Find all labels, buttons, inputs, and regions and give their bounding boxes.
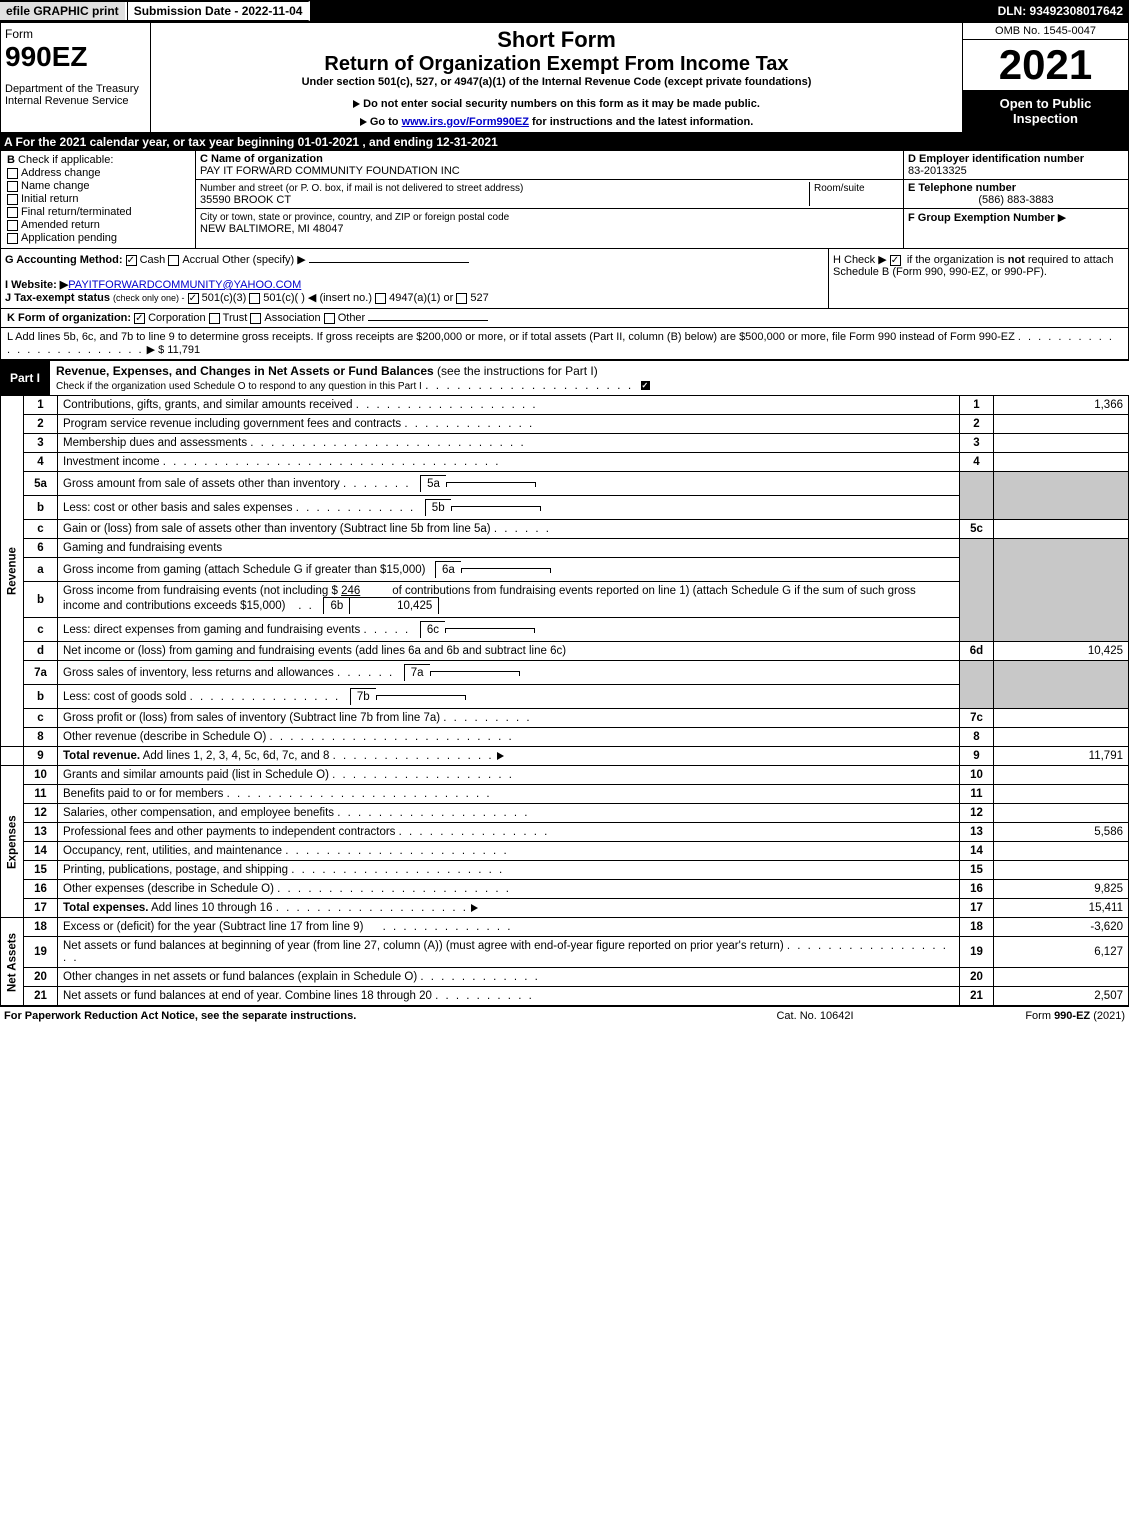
line-ref: 1 — [960, 396, 994, 415]
checkbox-association[interactable] — [250, 313, 261, 324]
f-label: F Group Exemption Number — [908, 212, 1055, 224]
catalog-number: Cat. No. 10642I — [705, 1010, 925, 1022]
form-number: 990EZ — [5, 41, 146, 73]
f-arrow: ▶ — [1058, 212, 1066, 224]
arrow-icon — [360, 118, 367, 126]
section-k: K Form of organization: Corporation Trus… — [0, 309, 1129, 328]
goto-pre: Go to — [370, 116, 402, 128]
c-city-label: City or town, state or province, country… — [200, 212, 509, 223]
part-title: Revenue, Expenses, and Changes in Net As… — [50, 360, 1129, 395]
c-name-label: C Name of organization — [200, 153, 323, 165]
l-amount: 11,791 — [167, 344, 200, 356]
checkbox-amended-return[interactable]: Amended return — [7, 219, 189, 231]
section-d-e-f: D Employer identification number 83-2013… — [903, 151, 1128, 248]
checkbox-application-pending[interactable]: Application pending — [7, 232, 189, 244]
omb-number: OMB No. 1545-0047 — [963, 23, 1128, 40]
checkbox-501c3[interactable] — [188, 293, 199, 304]
tax-year: 2021 — [963, 40, 1128, 90]
checkbox-other-org[interactable] — [324, 313, 335, 324]
line-amount: 1,366 — [994, 396, 1129, 415]
org-address: 35590 BROOK CT — [200, 194, 291, 206]
header-right: OMB No. 1545-0047 2021 Open to Public In… — [963, 23, 1128, 132]
section-g: G Accounting Method: Cash Accrual Other … — [1, 249, 828, 308]
title-return: Return of Organization Exempt From Incom… — [155, 53, 958, 76]
dept-line1: Department of the Treasury — [5, 83, 146, 95]
org-city: NEW BALTIMORE, MI 48047 — [200, 223, 343, 235]
open-to-public: Open to Public Inspection — [963, 90, 1128, 132]
paperwork-notice: For Paperwork Reduction Act Notice, see … — [4, 1010, 705, 1022]
checkbox-accrual[interactable] — [168, 255, 179, 266]
section-b: B Check if applicable: Address change Na… — [1, 151, 196, 248]
expenses-side-label: Expenses — [1, 766, 24, 918]
goto-line: Go to www.irs.gov/Form990EZ for instruct… — [155, 116, 958, 128]
website-link[interactable]: PAYITFORWARDCOMMUNITY@YAHOO.COM — [68, 279, 301, 291]
subline-label: 5a — [420, 475, 446, 492]
l-arrow: ▶ $ — [147, 344, 165, 356]
section-b-row: B Check if applicable: Address change Na… — [0, 151, 1129, 249]
form-word: Form — [5, 27, 146, 41]
submission-date: Submission Date - 2022-11-04 — [127, 1, 311, 21]
room-label: Room/suite — [814, 183, 865, 194]
line-num: 1 — [24, 396, 58, 415]
i-label: I Website: ▶ — [5, 279, 68, 291]
section-a: A For the 2021 calendar year, or tax yea… — [0, 133, 1129, 151]
org-name: PAY IT FORWARD COMMUNITY FOUNDATION INC — [200, 165, 460, 177]
goto-post: for instructions and the latest informat… — [529, 116, 753, 128]
warning-text: Do not enter social security numbers on … — [363, 98, 760, 110]
top-bar: efile GRAPHIC print Submission Date - 20… — [0, 0, 1129, 22]
section-g-h: G Accounting Method: Cash Accrual Other … — [0, 249, 1129, 309]
d-label: D Employer identification number — [908, 153, 1084, 165]
header-middle: Short Form Return of Organization Exempt… — [151, 23, 963, 132]
contrib-amount: 246 — [341, 585, 360, 597]
revenue-side-label: Revenue — [1, 396, 24, 747]
form-header: Form 990EZ Department of the Treasury In… — [0, 22, 1129, 133]
checkbox-name-change[interactable]: Name change — [7, 180, 189, 192]
checkbox-501c[interactable] — [249, 293, 260, 304]
section-h: H Check ▶ if the organization is not req… — [828, 249, 1128, 308]
subtitle: Under section 501(c), 527, or 4947(a)(1)… — [155, 76, 958, 88]
checkbox-trust[interactable] — [209, 313, 220, 324]
subline-amount — [446, 482, 536, 487]
b-checkif: Check if applicable: — [18, 154, 113, 166]
line-text: Contributions, gifts, grants, and simila… — [58, 396, 960, 415]
arrow-icon — [471, 904, 478, 912]
irs-link[interactable]: www.irs.gov/Form990EZ — [402, 116, 529, 128]
dln-label: DLN: 93492308017642 — [992, 2, 1129, 20]
phone: (586) 883-3883 — [908, 194, 1124, 206]
checkbox-4947[interactable] — [375, 293, 386, 304]
part-1-header: Part I Revenue, Expenses, and Changes in… — [0, 360, 1129, 395]
footer: For Paperwork Reduction Act Notice, see … — [0, 1006, 1129, 1025]
arrow-icon — [497, 752, 504, 760]
form-ref: Form 990-EZ (2021) — [925, 1010, 1125, 1022]
j-label: J Tax-exempt status — [5, 292, 110, 304]
other-specify: Other (specify) ▶ — [222, 254, 306, 266]
ein: 83-2013325 — [908, 165, 967, 177]
efile-label: efile GRAPHIC print — [0, 2, 127, 20]
b-label: B — [7, 154, 15, 166]
header-left: Form 990EZ Department of the Treasury In… — [1, 23, 151, 132]
section-l: L Add lines 5b, 6c, and 7b to line 9 to … — [0, 328, 1129, 360]
checkbox-address-change[interactable]: Address change — [7, 167, 189, 179]
c-addr-label: Number and street (or P. O. box, if mail… — [200, 183, 523, 194]
checkbox-527[interactable] — [456, 293, 467, 304]
part1-table: Revenue 1 Contributions, gifts, grants, … — [0, 395, 1129, 1006]
checkbox-cash[interactable] — [126, 255, 137, 266]
warning: Do not enter social security numbers on … — [155, 98, 958, 110]
checkbox-final-return[interactable]: Final return/terminated — [7, 206, 189, 218]
section-c: C Name of organization PAY IT FORWARD CO… — [196, 151, 903, 248]
netassets-side-label: Net Assets — [1, 918, 24, 1006]
checkbox-schedule-b[interactable] — [890, 255, 901, 266]
checkbox-schedule-o[interactable] — [641, 381, 650, 390]
checkbox-initial-return[interactable]: Initial return — [7, 193, 189, 205]
dept-line2: Internal Revenue Service — [5, 95, 146, 107]
title-short-form: Short Form — [155, 27, 958, 53]
arrow-icon — [353, 100, 360, 108]
g-label: G Accounting Method: — [5, 254, 123, 266]
checkbox-corporation[interactable] — [134, 313, 145, 324]
k-label: K Form of organization: — [7, 312, 131, 324]
l-text: L Add lines 5b, 6c, and 7b to line 9 to … — [7, 331, 1015, 343]
h-text1: H Check ▶ — [833, 254, 887, 266]
part-label: Part I — [0, 368, 50, 388]
e-label: E Telephone number — [908, 182, 1016, 194]
